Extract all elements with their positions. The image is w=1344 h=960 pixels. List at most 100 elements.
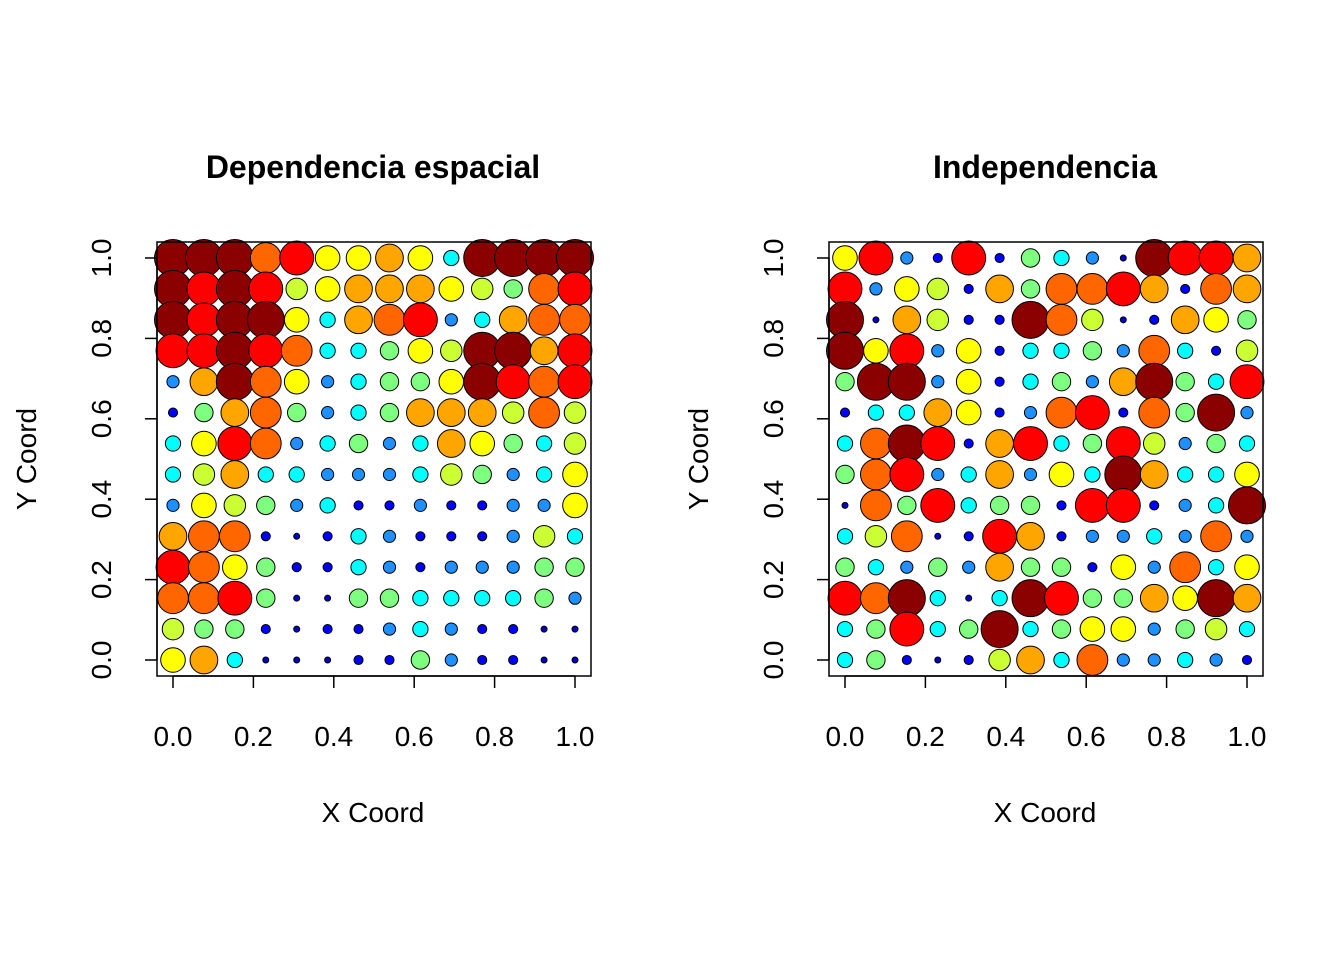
x-tick-label: 0.0	[154, 721, 193, 752]
data-point	[1240, 406, 1254, 420]
data-point	[217, 580, 253, 616]
data-point	[836, 620, 854, 638]
data-point	[379, 372, 400, 392]
data-point	[506, 560, 520, 574]
data-point	[836, 651, 854, 669]
x-axis-label: X Coord	[994, 797, 1097, 828]
data-point	[350, 404, 367, 421]
data-point	[1045, 396, 1078, 429]
y-tick-label: 0.8	[86, 319, 117, 358]
data-point	[1234, 554, 1260, 581]
data-point	[506, 498, 520, 512]
data-point	[506, 529, 520, 543]
data-point	[1110, 554, 1137, 581]
data-point	[322, 624, 333, 635]
data-point	[535, 466, 553, 483]
data-point	[1110, 616, 1137, 642]
data-point	[556, 239, 594, 277]
data-point	[963, 438, 974, 449]
data-point	[1020, 248, 1041, 268]
data-point	[898, 404, 915, 421]
data-point	[557, 364, 593, 400]
data-point	[1135, 239, 1174, 277]
data-point	[836, 528, 854, 545]
data-point	[246, 300, 285, 339]
data-point	[379, 402, 400, 423]
data-point	[863, 337, 889, 364]
data-point	[406, 274, 435, 304]
data-point	[1116, 653, 1130, 667]
data-point	[477, 500, 488, 511]
data-point	[1022, 342, 1039, 359]
points-layer	[154, 239, 594, 675]
data-point	[562, 492, 588, 519]
data-point	[571, 656, 579, 664]
data-point	[1207, 497, 1225, 514]
panel-dependencia: Dependencia espacial 0.0 0.2 0.4 0.6 0.8 1.0 …	[11, 149, 594, 828]
data-point	[1204, 617, 1228, 641]
y-tick-label: 1.0	[86, 239, 117, 278]
data-point	[186, 333, 222, 369]
data-point	[192, 463, 216, 486]
data-point	[280, 334, 313, 367]
data-point	[565, 557, 585, 577]
data-point	[1044, 580, 1079, 616]
data-point	[344, 274, 373, 304]
x-tick-label: 0.6	[1067, 721, 1106, 752]
data-point	[994, 407, 1005, 418]
data-point	[436, 398, 466, 427]
data-point	[989, 495, 1010, 516]
data-point	[1020, 557, 1041, 577]
data-point	[279, 240, 315, 276]
data-point	[344, 305, 373, 335]
data-point	[931, 375, 945, 389]
data-point	[1241, 654, 1253, 666]
data-point	[928, 557, 948, 577]
data-point	[154, 300, 192, 339]
x-tick-label: 0.8	[475, 721, 514, 752]
data-point	[1135, 362, 1174, 401]
data-point	[249, 242, 282, 274]
x-tick-label: 0.4	[314, 721, 353, 752]
data-point	[988, 648, 1011, 672]
data-point	[164, 466, 182, 483]
data-point	[1200, 273, 1232, 305]
x-tick-label: 0.4	[986, 721, 1025, 752]
x-tick-label: 1.0	[556, 721, 595, 752]
data-point	[1235, 339, 1259, 363]
data-point	[321, 467, 335, 482]
data-point	[472, 464, 492, 485]
data-point	[835, 372, 855, 392]
data-point	[1169, 551, 1202, 584]
data-point	[262, 656, 270, 664]
data-point	[563, 401, 587, 424]
x-tick-label: 0.8	[1147, 721, 1186, 752]
data-point	[835, 557, 855, 577]
data-point	[991, 590, 1008, 607]
data-point	[283, 307, 310, 333]
data-point	[832, 245, 858, 271]
data-point	[443, 249, 460, 267]
data-point	[322, 531, 333, 542]
data-point	[444, 313, 458, 327]
data-point	[438, 276, 465, 302]
data-point	[407, 337, 434, 364]
data-point	[1147, 622, 1161, 636]
data-point	[1234, 461, 1260, 488]
data-point	[351, 467, 366, 482]
data-point	[955, 368, 982, 395]
data-point	[951, 240, 987, 276]
data-point	[257, 466, 274, 483]
data-point	[477, 531, 488, 542]
data-point	[960, 466, 977, 483]
data-point	[1082, 433, 1103, 454]
data-point	[1087, 562, 1098, 573]
data-point	[1232, 583, 1262, 613]
data-point	[955, 337, 982, 364]
data-point	[382, 436, 397, 451]
data-point	[375, 243, 404, 273]
data-point	[860, 582, 892, 615]
y-tick-label: 0.0	[758, 641, 789, 680]
data-point	[900, 251, 914, 265]
data-point	[994, 376, 1005, 387]
